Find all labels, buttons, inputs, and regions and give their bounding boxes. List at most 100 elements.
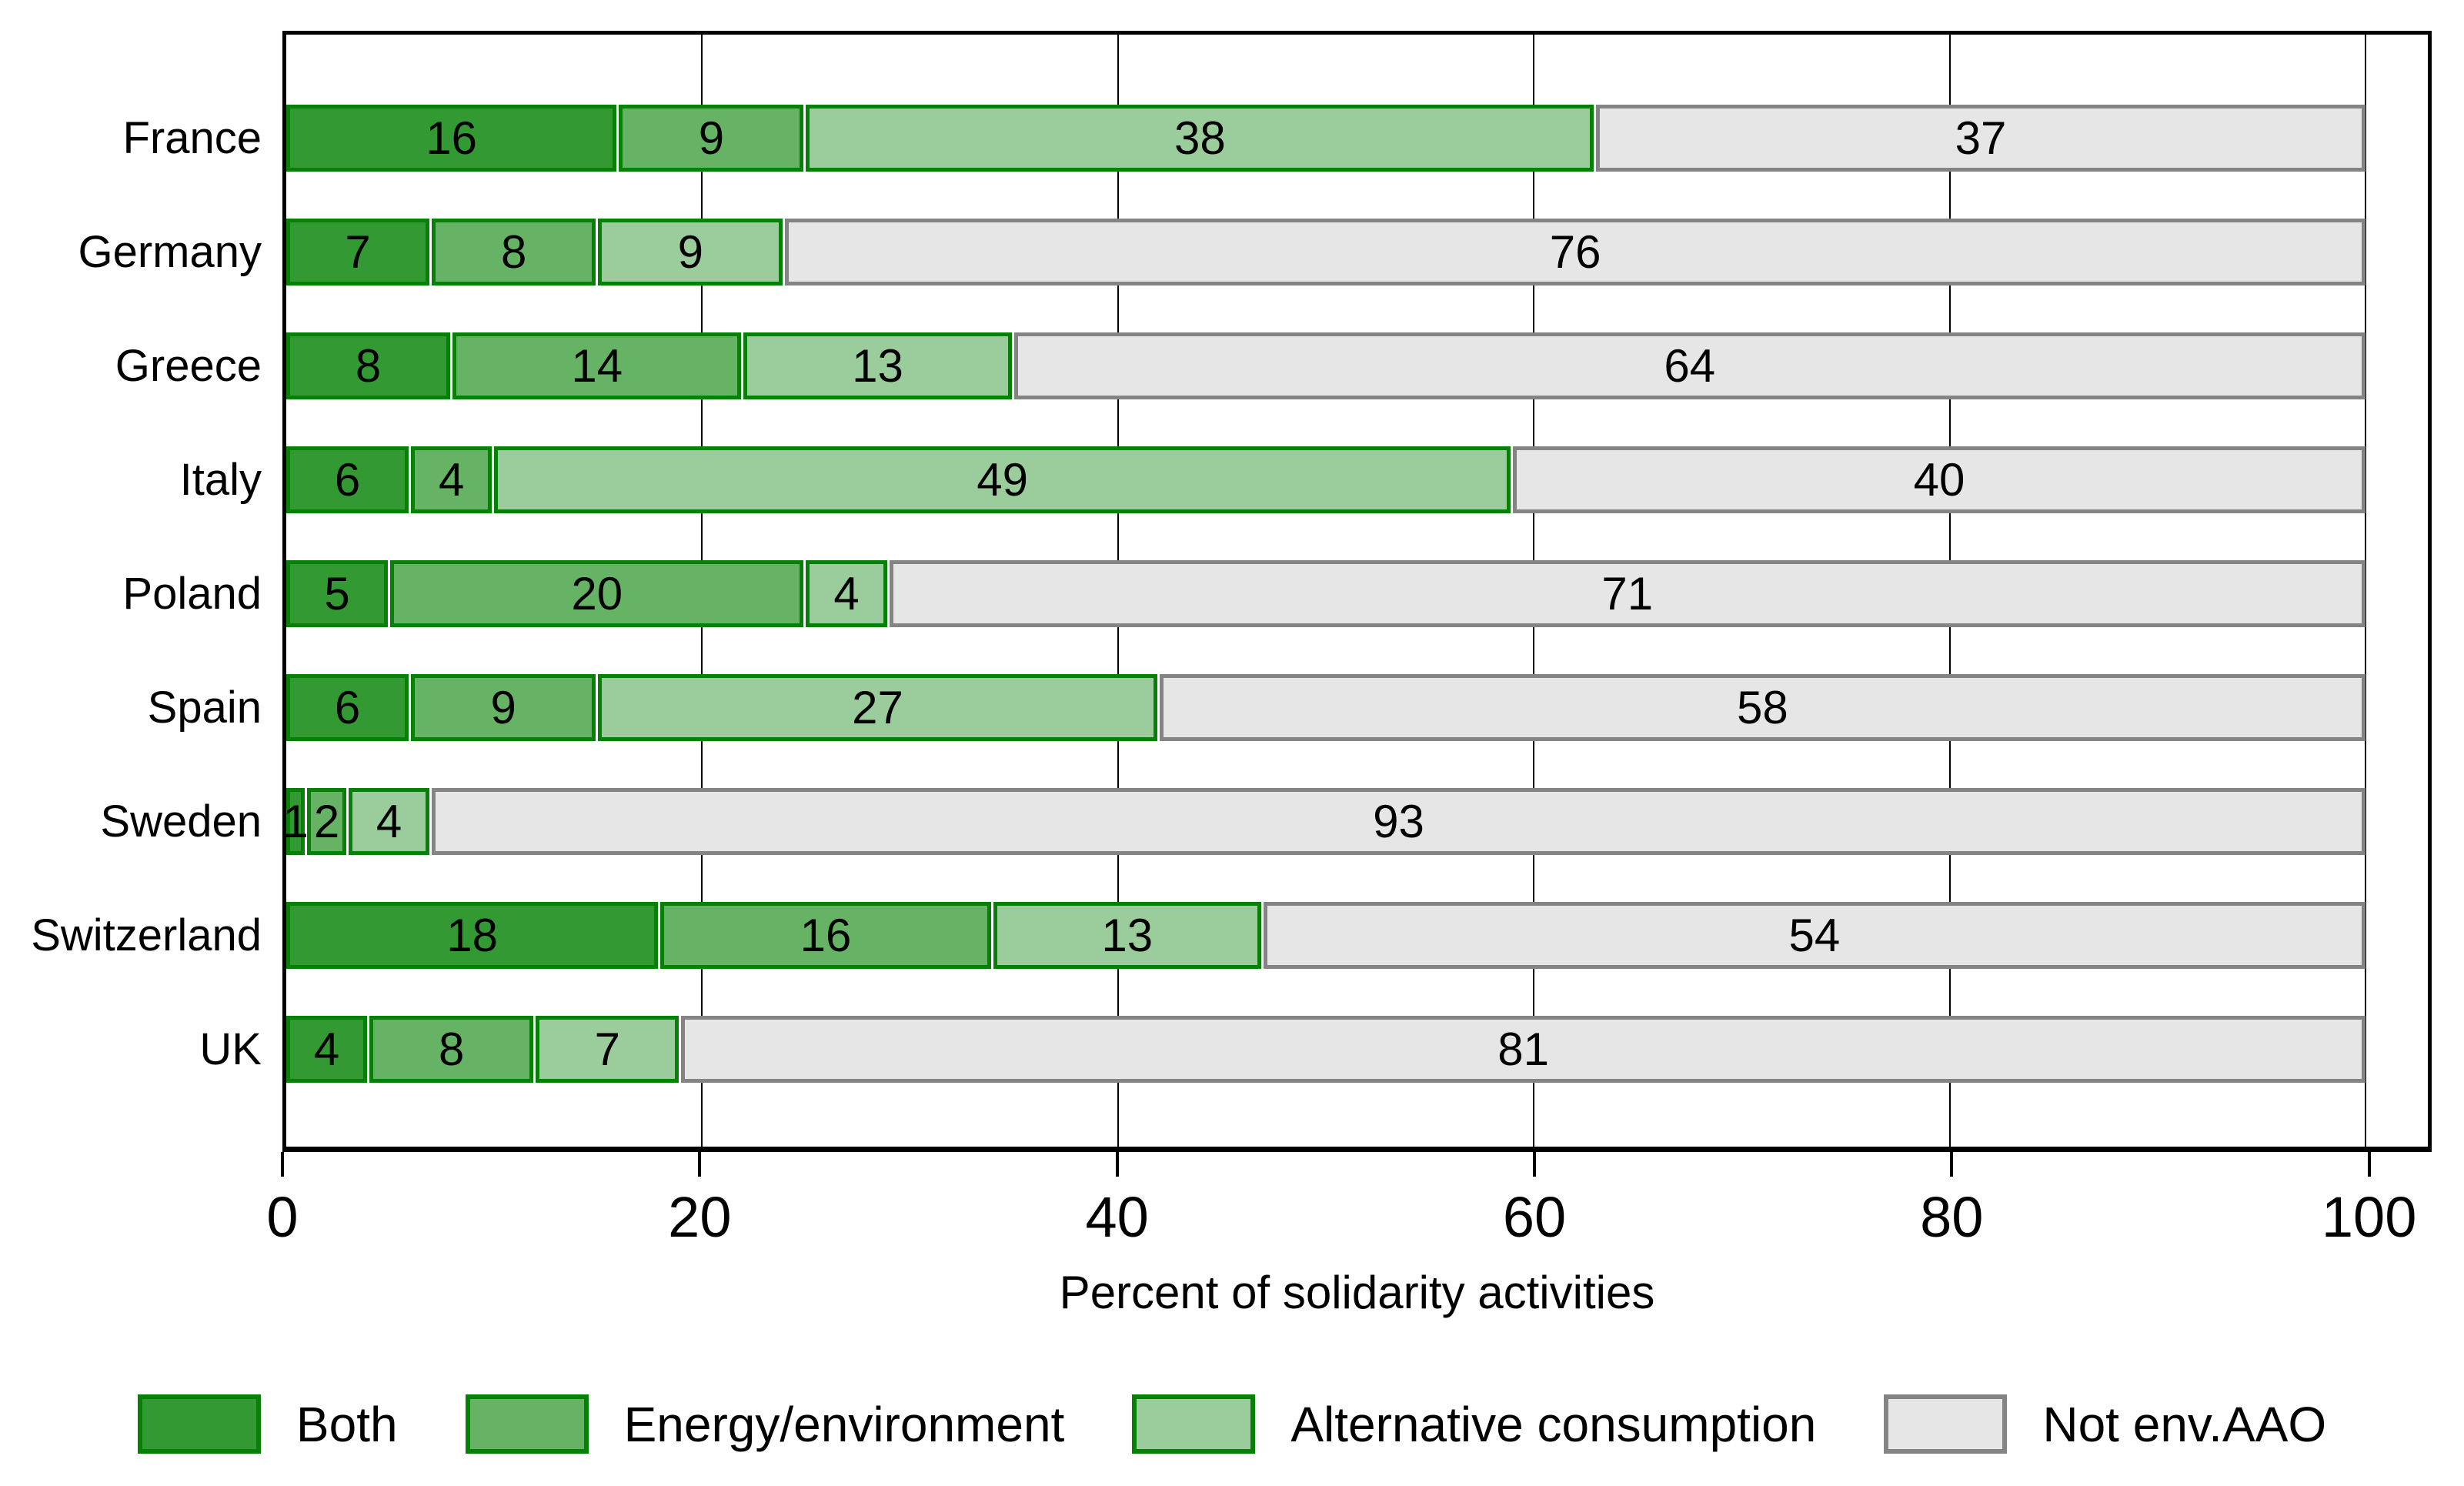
bar-segment-switzerland-both: 18 (286, 902, 659, 969)
value-label-spain-not-env-aao: 58 (1736, 681, 1788, 733)
value-label-france-both: 16 (426, 112, 478, 164)
y-axis-label-greece: Greece (115, 341, 262, 391)
value-label-greece-not-env-aao: 64 (1664, 339, 1716, 392)
legend-label-alternative-consumption: Alternative consumption (1290, 1396, 1817, 1452)
bar-segment-france-both: 16 (286, 105, 617, 172)
legend-swatch-not-env-aao (1884, 1394, 2008, 1454)
bar-segment-germany-alternative-consumption: 9 (598, 219, 783, 286)
bar-segment-france-alternative-consumption: 38 (806, 105, 1594, 172)
value-label-switzerland-energy-environment: 16 (800, 909, 852, 961)
value-label-italy-both: 6 (334, 453, 361, 506)
value-label-sweden-alternative-consumption: 4 (376, 795, 402, 847)
bar-segment-greece-not-env-aao: 64 (1013, 332, 2366, 399)
value-label-france-energy-environment: 9 (698, 112, 725, 164)
value-label-spain-both: 6 (334, 681, 361, 733)
x-tick-label-100: 100 (2321, 1185, 2417, 1249)
y-axis-label-spain: Spain (147, 683, 262, 733)
value-label-poland-energy-environment: 20 (571, 567, 623, 619)
legend-entry-not-env-aao: Not env.AAO (1884, 1394, 2326, 1454)
bar-row-italy: 6 4 49 40 (286, 446, 2428, 513)
legend-label-not-env-aao: Not env.AAO (2042, 1396, 2327, 1452)
bar-segment-italy-both: 6 (286, 446, 409, 513)
bar-segment-poland-alternative-consumption: 4 (806, 560, 887, 627)
bar-segment-uk-both: 4 (286, 1016, 368, 1083)
value-label-sweden-energy-environment: 2 (313, 795, 340, 847)
bar-segment-france-not-env-aao: 37 (1596, 105, 2366, 172)
legend-swatch-energy-environment (465, 1394, 589, 1454)
bar-segment-uk-energy-environment: 8 (369, 1016, 534, 1083)
value-label-spain-alternative-consumption: 27 (852, 681, 903, 733)
y-axis-label-germany: Germany (78, 227, 262, 277)
value-label-uk-both: 4 (313, 1023, 340, 1075)
value-label-italy-not-env-aao: 40 (1913, 453, 1965, 506)
legend-entry-alternative-consumption: Alternative consumption (1132, 1394, 1816, 1454)
legend-swatch-alternative-consumption (1132, 1394, 1256, 1454)
value-label-sweden-both: 1 (282, 795, 309, 847)
y-axis-label-switzerland: Switzerland (31, 910, 262, 960)
value-label-greece-both: 8 (355, 339, 382, 392)
bar-row-france: 16 9 38 37 (286, 105, 2428, 172)
value-label-germany-energy-environment: 8 (501, 225, 527, 278)
value-label-switzerland-not-env-aao: 54 (1788, 909, 1841, 961)
value-label-sweden-not-env-aao: 93 (1373, 795, 1424, 847)
legend-swatch-both (137, 1394, 261, 1454)
bar-row-greece: 8 14 13 64 (286, 332, 2428, 399)
bar-segment-uk-alternative-consumption: 7 (536, 1016, 679, 1083)
x-tick-mark-80 (1950, 1152, 1954, 1177)
bar-segment-italy-alternative-consumption: 49 (494, 446, 1511, 513)
bar-segment-greece-alternative-consumption: 13 (743, 332, 1012, 399)
x-tick-mark-40 (1115, 1152, 1119, 1177)
legend-label-energy-environment: Energy/environment (623, 1396, 1065, 1452)
bar-row-germany: 7 8 9 76 (286, 219, 2428, 286)
value-label-uk-not-env-aao: 81 (1497, 1023, 1549, 1075)
x-tick-label-80: 80 (1920, 1185, 1984, 1249)
bar-row-sweden: 1 2 4 93 (282, 788, 2428, 855)
bar-segment-germany-not-env-aao: 76 (785, 219, 2366, 286)
value-label-uk-energy-environment: 8 (438, 1023, 465, 1075)
legend-entry-both: Both (137, 1394, 398, 1454)
value-label-italy-energy-environment: 4 (438, 453, 465, 506)
value-label-germany-both: 7 (345, 225, 371, 278)
gridline-100 (2364, 35, 2366, 1147)
bar-segment-switzerland-not-env-aao: 54 (1263, 902, 2366, 969)
bar-segment-greece-energy-environment: 14 (452, 332, 742, 399)
bar-segment-germany-energy-environment: 8 (432, 219, 596, 286)
value-label-germany-not-env-aao: 76 (1549, 225, 1601, 278)
y-axis-label-italy: Italy (179, 455, 262, 505)
legend-label-both: Both (295, 1396, 398, 1452)
bar-segment-italy-energy-environment: 4 (411, 446, 492, 513)
y-axis-label-sweden: Sweden (100, 796, 262, 847)
bar-row-poland: 5 20 4 71 (286, 560, 2428, 627)
bar-segment-switzerland-alternative-consumption: 13 (993, 902, 1261, 969)
bar-segment-sweden-alternative-consumption: 4 (349, 788, 430, 855)
bar-segment-spain-not-env-aao: 58 (1159, 674, 2366, 741)
bar-segment-poland-energy-environment: 20 (390, 560, 804, 627)
bar-row-spain: 6 9 27 58 (286, 674, 2428, 741)
x-tick-mark-100 (2367, 1152, 2371, 1177)
value-label-germany-alternative-consumption: 9 (677, 225, 704, 278)
bar-segment-germany-both: 7 (286, 219, 430, 286)
plot-area: 16 9 38 37 7 8 9 76 8 14 13 64 6 4 49 40 5 20 4 71 6 9 27 58 1 2 4… (282, 31, 2432, 1152)
y-axis-label-france: France (122, 113, 262, 163)
x-tick-mark-20 (698, 1152, 702, 1177)
y-axis-label-uk: UK (199, 1024, 262, 1074)
bar-segment-sweden-both: 1 (282, 788, 309, 855)
value-label-poland-alternative-consumption: 4 (833, 567, 860, 619)
value-label-spain-energy-environment: 9 (490, 681, 516, 733)
bar-segment-france-energy-environment: 9 (619, 105, 804, 172)
bar-segment-switzerland-energy-environment: 16 (660, 902, 991, 969)
bar-segment-spain-alternative-consumption: 27 (598, 674, 1157, 741)
legend: Both Energy/environment Alternative consum… (0, 1394, 2464, 1454)
bar-segment-poland-both: 5 (286, 560, 389, 627)
x-tick-label-60: 60 (1502, 1185, 1567, 1249)
x-tick-label-40: 40 (1085, 1185, 1149, 1249)
x-tick-label-0: 0 (266, 1185, 299, 1249)
bar-row-switzerland: 18 16 13 54 (286, 902, 2428, 969)
x-axis-title: Percent of solidarity activities (1059, 1267, 1655, 1318)
bars-container: 16 9 38 37 7 8 9 76 8 14 13 64 6 4 49 40 5 20 4 71 6 9 27 58 1 2 4… (282, 35, 2428, 1147)
bar-segment-poland-not-env-aao: 71 (889, 560, 2366, 627)
value-label-switzerland-alternative-consumption: 13 (1101, 909, 1154, 961)
value-label-greece-alternative-consumption: 13 (852, 339, 903, 392)
value-label-uk-alternative-consumption: 7 (594, 1023, 620, 1075)
